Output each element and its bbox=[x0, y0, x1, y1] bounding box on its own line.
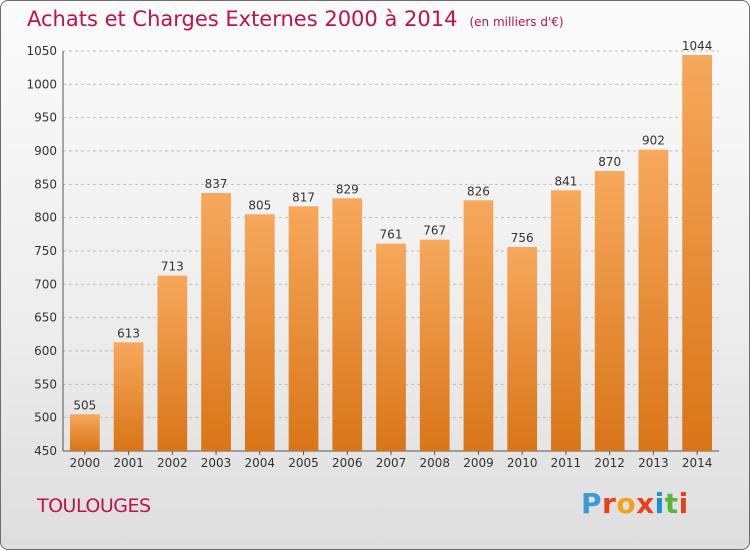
y-tick-label: 700 bbox=[34, 277, 57, 291]
brand-letter: P bbox=[581, 487, 603, 520]
bar-value-label: 826 bbox=[467, 184, 490, 198]
y-tick-label: 500 bbox=[34, 411, 57, 425]
bar bbox=[507, 247, 538, 451]
x-tick-label: 2010 bbox=[507, 456, 538, 470]
brand-letter: t bbox=[664, 487, 679, 520]
bar bbox=[638, 149, 669, 451]
x-tick-label: 2009 bbox=[463, 456, 494, 470]
y-tick-label: 550 bbox=[34, 377, 57, 391]
x-tick-label: 2013 bbox=[638, 456, 669, 470]
x-tick-label: 2006 bbox=[332, 456, 363, 470]
y-tick-label: 450 bbox=[34, 444, 57, 458]
y-tick-label: 600 bbox=[34, 344, 57, 358]
y-tick-label: 1000 bbox=[26, 77, 57, 91]
bar bbox=[69, 414, 100, 451]
x-tick-label: 2007 bbox=[376, 456, 407, 470]
chart-subtitle: (en milliers d'€) bbox=[469, 15, 564, 29]
x-tick-label: 2004 bbox=[245, 456, 276, 470]
bar bbox=[682, 55, 713, 451]
bar bbox=[288, 206, 319, 451]
x-tick-label: 2011 bbox=[551, 456, 582, 470]
y-tick-label: 650 bbox=[34, 311, 57, 325]
bar-value-label: 870 bbox=[598, 155, 621, 169]
bar-value-label: 613 bbox=[117, 326, 140, 340]
bar-value-label: 756 bbox=[511, 231, 534, 245]
bar-value-label: 505 bbox=[73, 398, 96, 412]
bar bbox=[113, 342, 144, 451]
bar-value-label: 713 bbox=[161, 260, 184, 274]
x-tick-label: 2014 bbox=[682, 456, 713, 470]
bar bbox=[551, 190, 581, 452]
brand-letter: x bbox=[636, 487, 655, 520]
y-tick-label: 850 bbox=[34, 177, 57, 191]
bar-value-label: 805 bbox=[248, 198, 271, 212]
bar-value-label: 767 bbox=[423, 224, 446, 238]
brand-letter: i bbox=[678, 487, 689, 520]
x-tick-label: 2000 bbox=[70, 456, 101, 470]
brand-letter: o bbox=[616, 487, 637, 520]
bar-value-label: 817 bbox=[292, 190, 315, 204]
bar-value-label: 837 bbox=[205, 177, 228, 191]
bar-value-label: 1044 bbox=[682, 39, 713, 53]
bar bbox=[419, 239, 450, 451]
x-tick-label: 2001 bbox=[113, 456, 144, 470]
chart-title: Achats et Charges Externes 2000 à 2014 (e… bbox=[27, 7, 564, 31]
x-tick-label: 2002 bbox=[157, 456, 188, 470]
brand-letter: r bbox=[602, 487, 617, 520]
bar bbox=[463, 200, 494, 451]
brand-logo: Proxiti bbox=[581, 487, 689, 520]
brand-letter: i bbox=[654, 487, 665, 520]
bar-value-label: 841 bbox=[554, 174, 577, 188]
y-tick-label: 1050 bbox=[26, 44, 57, 58]
x-tick-label: 2005 bbox=[288, 456, 319, 470]
y-tick-label: 800 bbox=[34, 211, 57, 225]
chart-title-text: Achats et Charges Externes 2000 à 2014 bbox=[27, 7, 458, 31]
bar bbox=[594, 171, 625, 451]
bar bbox=[332, 198, 363, 451]
x-tick-label: 2003 bbox=[201, 456, 232, 470]
bar bbox=[157, 275, 188, 451]
x-tick-label: 2012 bbox=[594, 456, 625, 470]
bar bbox=[376, 243, 406, 451]
bar-value-label: 902 bbox=[642, 134, 665, 148]
bar bbox=[244, 214, 275, 451]
bar bbox=[201, 193, 231, 451]
location-label: TOULOUGES bbox=[37, 495, 151, 517]
bar-value-label: 761 bbox=[380, 228, 403, 242]
y-tick-label: 900 bbox=[34, 144, 57, 158]
x-tick-label: 2008 bbox=[419, 456, 450, 470]
bar-value-label: 829 bbox=[336, 182, 359, 196]
y-tick-label: 950 bbox=[34, 111, 57, 125]
y-tick-label: 750 bbox=[34, 244, 57, 258]
